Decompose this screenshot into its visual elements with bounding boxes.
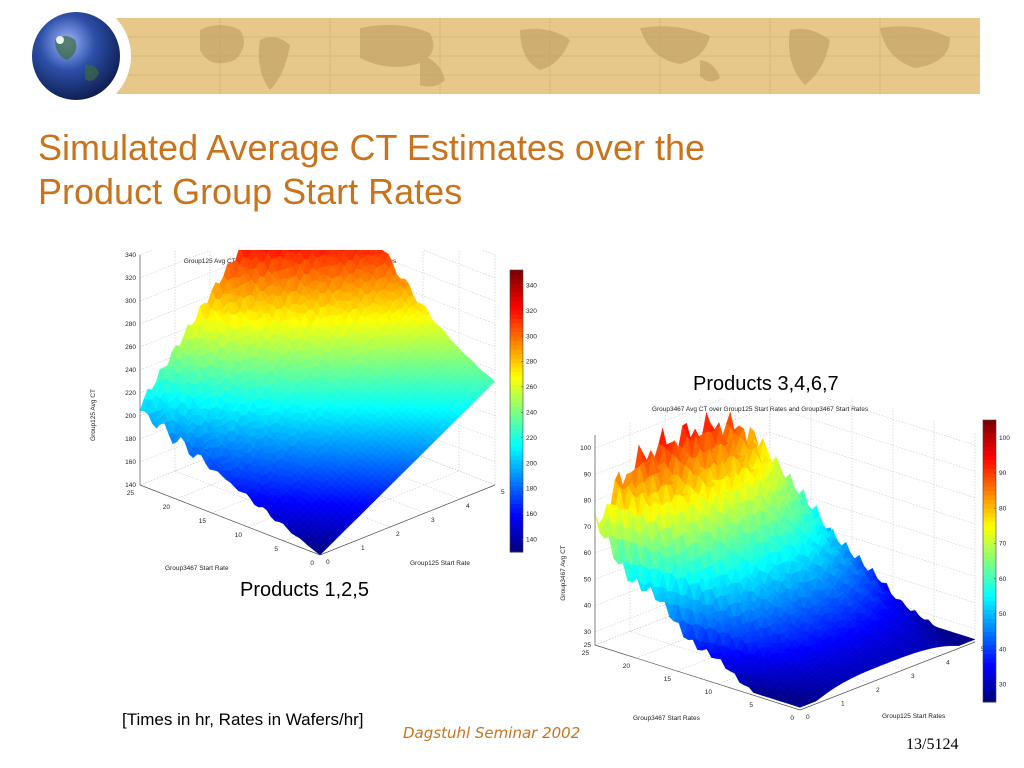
colorbar-tick-label: 320: [526, 308, 537, 315]
y-axis-label: Group3467 Start Rates: [633, 715, 701, 722]
z-tick-label: 50: [584, 576, 592, 583]
surface-patch: [315, 547, 325, 556]
colorbar-tick-label: 240: [526, 409, 537, 416]
globe-icon: [32, 12, 120, 100]
z-tick-label: 340: [125, 252, 136, 259]
z-axis-label: Group125 Avg CT: [90, 389, 97, 441]
caption-products-125: Products 1,2,5: [240, 579, 369, 601]
y-tick-label: 20: [163, 504, 171, 511]
colorbar-tick-label: 160: [526, 511, 537, 518]
x-tick-label: 3: [431, 517, 435, 524]
z-tick-label: 40: [584, 603, 592, 610]
x-tick-label: 4: [946, 660, 950, 667]
colorbar: 30 40 50 60 70 80 90 100: [982, 419, 1010, 703]
colorbar-tick-label: 60: [999, 576, 1007, 583]
slide-title: Simulated Average CT Estimates over the …: [38, 126, 818, 214]
x-axis-label: Group125 Start Rates: [882, 713, 946, 720]
surface-patch: [366, 250, 371, 256]
z-tick-label: 180: [125, 436, 136, 443]
colorbar-tick-label: 50: [999, 611, 1007, 618]
y-axis-label: Group3467 Start Rate: [165, 565, 229, 572]
world-map-banner: [21, 1, 980, 110]
surface-patch: [794, 704, 805, 708]
caption-products-3467: Products 3,4,6,7: [693, 373, 839, 395]
axes: [139, 255, 496, 556]
colorbar-tick-label: 340: [526, 282, 537, 289]
axes: [594, 435, 976, 711]
y-tick-label: 5: [749, 702, 753, 709]
surface: [594, 411, 976, 708]
colorbar-tick-label: 180: [526, 486, 537, 493]
surface: [139, 250, 496, 556]
x-axis-label: Group125 Start Rate: [410, 560, 470, 567]
colorbar-tick-label: 70: [999, 541, 1007, 548]
y-tick-label: 25: [127, 490, 135, 497]
colorbar-tick-label: 90: [999, 470, 1007, 477]
x-tick-label: 0: [806, 714, 810, 721]
y-tick-label: 10: [705, 689, 713, 696]
z-tick-label: 280: [125, 321, 136, 328]
z-tick-label: 260: [125, 344, 136, 351]
z-tick-label: 100: [580, 445, 591, 452]
z-tick-label: 90: [584, 471, 592, 478]
z-tick-label: 60: [584, 550, 592, 557]
colorbar: 140 160 180 200 220 240 260 280 300 320 340: [509, 269, 537, 553]
z-tick-label: 320: [125, 275, 136, 282]
y-tick-label: 0: [790, 715, 794, 722]
colorbar-tick-label: 140: [526, 536, 537, 543]
y-tick-label: 15: [664, 676, 672, 683]
footer-seminar: Dagstuhl Seminar 2002: [403, 724, 581, 742]
colorbar-tick-label: 30: [999, 682, 1007, 689]
z-tick-label: 140: [125, 482, 136, 489]
colorbar-tick-label: 280: [526, 359, 537, 366]
x-tick-label: 0: [326, 559, 330, 566]
colorbar-tick-label: 300: [526, 333, 537, 340]
surface-plot-group125: Group125 Avg CT over Group125 Start Rate…: [90, 250, 537, 572]
x-tick-label: 2: [876, 687, 880, 694]
x-tick-label: 1: [361, 545, 365, 552]
chart-title: Group3467 Avg CT over Group125 Start Rat…: [652, 406, 869, 413]
z-tick-label: 80: [584, 498, 592, 505]
x-tick-label: 3: [911, 673, 915, 680]
y-tick-label: 0: [310, 560, 314, 567]
z-tick-label: 25: [584, 642, 592, 649]
z-tick-label: 30: [584, 629, 592, 636]
x-tick-label: 1: [841, 700, 845, 707]
title-line-1: Simulated Average CT Estimates over the: [38, 127, 706, 168]
colorbar-tick-label: 220: [526, 435, 537, 442]
y-tick-label: 10: [235, 532, 243, 539]
colorbar-tick-label: 260: [526, 384, 537, 391]
y-tick-label: 20: [623, 663, 631, 670]
x-tick-label: 4: [466, 503, 470, 510]
z-axis-label: Group3467 Avg CT: [560, 545, 567, 601]
surface-plot-group3467: Group3467 Avg CT over Group125 Start Rat…: [560, 398, 1010, 722]
colorbar-tick-label: 200: [526, 460, 537, 467]
surface-patch: [277, 250, 282, 257]
x-tick-label: 5: [501, 489, 505, 496]
z-tick-label: 160: [125, 459, 136, 466]
colorbar-tick-label: 40: [999, 646, 1007, 653]
surface-patch: [322, 250, 327, 256]
y-tick-label: 5: [274, 546, 278, 553]
surface-patch: [354, 250, 359, 255]
z-tick-label: 200: [125, 413, 136, 420]
colorbar-tick-label: 100: [999, 435, 1010, 442]
x-tick-label: 2: [396, 531, 400, 538]
y-tick-label: 15: [199, 518, 207, 525]
units-note: [Times in hr, Rates in Wafers/hr]: [122, 710, 364, 729]
title-line-2: Product Group Start Rates: [38, 171, 463, 212]
page-number: 13/5124: [906, 736, 959, 753]
z-tick-label: 220: [125, 390, 136, 397]
colorbar-tick-label: 80: [999, 505, 1007, 512]
z-tick-label: 70: [584, 524, 592, 531]
y-tick-label: 25: [582, 650, 590, 657]
z-tick-label: 300: [125, 298, 136, 305]
z-tick-label: 240: [125, 367, 136, 374]
